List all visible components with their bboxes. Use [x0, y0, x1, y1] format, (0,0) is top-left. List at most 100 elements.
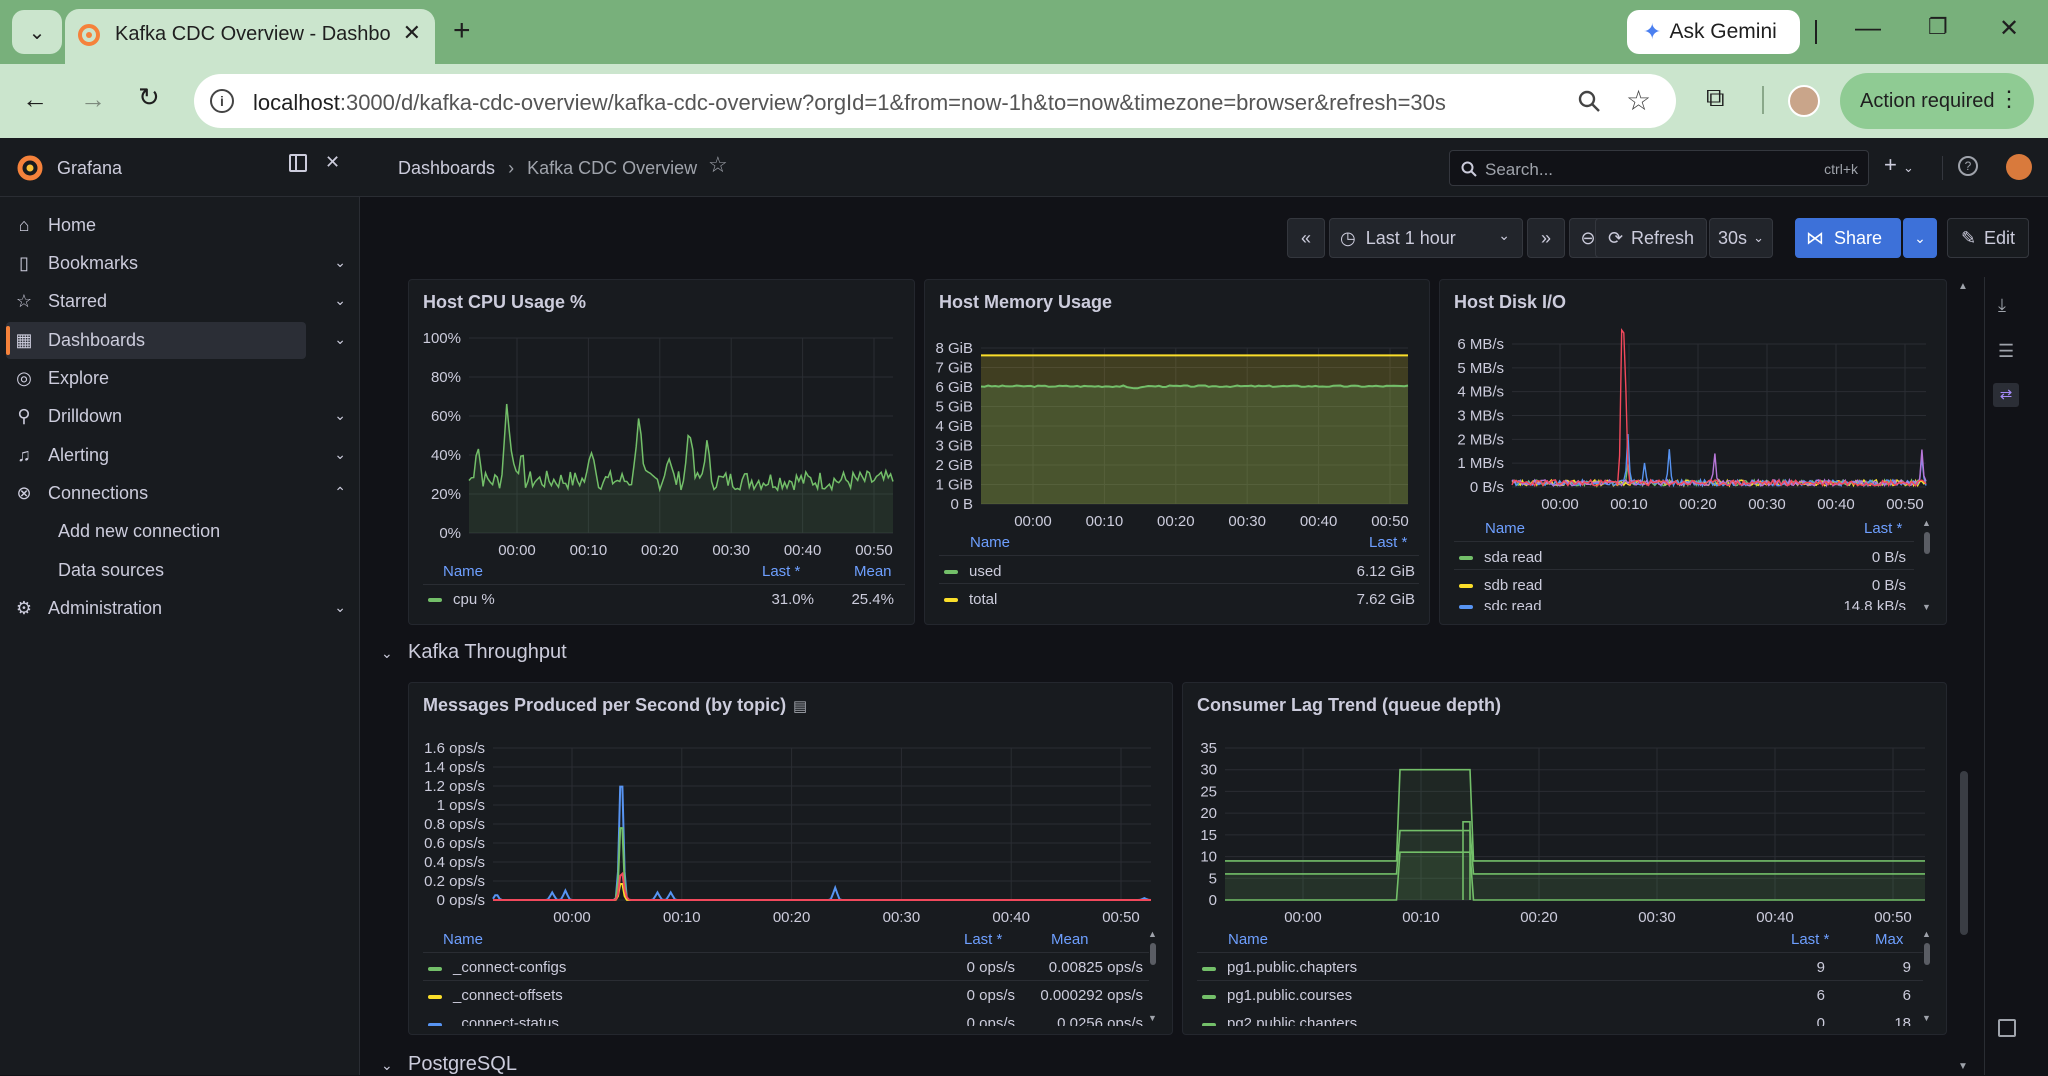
scroll-down-arrow[interactable]: ▼ — [1958, 1061, 1968, 1072]
panel-consumer-lag[interactable]: Consumer Lag Trend (queue depth) 35 30 25 2… — [1182, 682, 1947, 1035]
legend-header-last[interactable]: Last * — [1864, 520, 1903, 537]
action-required-button[interactable]: Action required ⋮ — [1840, 73, 2034, 129]
outline-icon[interactable]: ☰ — [1998, 341, 2015, 361]
panel-disk-io[interactable]: Host Disk I/O 6 MB/s 5 MB/s 4 MB/s 3 MB/s 2 … — [1439, 279, 1947, 625]
legend-series-name[interactable]: pg1.public.courses — [1227, 987, 1353, 1004]
legend-scroll-down-icon[interactable]: ▼ — [1922, 602, 1931, 612]
legend-header-last[interactable]: Last * — [1369, 534, 1408, 551]
legend-series-name[interactable]: sdb read — [1484, 577, 1543, 594]
zoom-icon[interactable] — [1576, 88, 1602, 114]
legend-series-name[interactable]: sda read — [1484, 549, 1543, 566]
legend-header-last[interactable]: Last * — [762, 563, 801, 580]
legend-header-last[interactable]: Last * — [964, 931, 1003, 948]
legend-scroll-thumb[interactable] — [1150, 943, 1156, 965]
scrollbar-thumb[interactable] — [1960, 771, 1968, 935]
panel-memory-usage[interactable]: Host Memory Usage 8 GiB 7 GiB 6 GiB 5 GiB 4 … — [924, 279, 1430, 625]
chevron-down-icon[interactable]: ⌄ — [334, 254, 346, 270]
legend-series-name[interactable]: cpu % — [453, 591, 495, 608]
search-input[interactable]: Search... ctrl+k — [1449, 150, 1869, 186]
legend-header-name[interactable]: Name — [1228, 931, 1269, 948]
share-dropdown-button[interactable]: ⌄ — [1903, 218, 1937, 258]
legend-scroll-down-icon[interactable]: ▼ — [1922, 1013, 1931, 1023]
sidebar-item-add-new-connection[interactable]: Add new connection — [6, 513, 306, 550]
legend-header-name[interactable]: Name — [443, 563, 484, 580]
legend-series-name[interactable]: total — [969, 591, 998, 608]
panel-info-icon[interactable]: ▤ — [793, 698, 808, 715]
sidebar-item-drilldown[interactable]: ⚲ Drilldown ⌄ — [6, 398, 346, 435]
legend-header-last[interactable]: Last * — [1791, 931, 1830, 948]
dock-icon[interactable] — [1998, 1019, 2016, 1037]
sidebar-item-explore[interactable]: ◎ Explore — [6, 360, 306, 397]
refresh-button[interactable]: ⟳ Refresh — [1595, 218, 1707, 258]
time-back-button[interactable]: « — [1287, 218, 1325, 258]
dock-menu-icon[interactable] — [289, 154, 307, 172]
back-icon[interactable]: ← — [22, 84, 48, 114]
help-icon[interactable]: ? — [1958, 156, 1978, 176]
chevron-down-icon[interactable]: ⌄ — [334, 407, 346, 423]
sidebar-item-bookmarks[interactable]: ▯ Bookmarks ⌄ — [6, 245, 346, 282]
legend-scroll-thumb[interactable] — [1924, 943, 1930, 965]
sidebar-item-starred[interactable]: ☆ Starred ⌄ — [6, 283, 346, 320]
sidebar-item-home[interactable]: ⌂ Home — [6, 207, 306, 244]
legend-series-name[interactable]: _connect-status — [453, 1015, 559, 1026]
scroll-up-arrow[interactable]: ▲ — [1958, 281, 1968, 292]
ask-gemini-button[interactable]: ✦ Ask Gemini — [1627, 10, 1800, 54]
chevron-up-icon[interactable]: ⌃ — [334, 484, 346, 500]
new-dropdown-icon[interactable]: + ⌄ — [1884, 152, 1914, 177]
breadcrumb-dashboards[interactable]: Dashboards — [398, 158, 496, 178]
chevron-down-icon[interactable]: ⌄ — [334, 599, 346, 615]
url-field[interactable]: i localhost:3000/d/kafka-cdc-overview/ka… — [194, 74, 1676, 128]
extensions-icon[interactable]: ⧉ — [1706, 82, 1725, 112]
sidebar-item-administration[interactable]: ⚙ Administration ⌄ — [6, 590, 346, 627]
tab-list-chevron-icon[interactable]: ⌄ — [12, 10, 62, 54]
legend-scroll-thumb[interactable] — [1924, 532, 1930, 554]
legend-series-name[interactable]: _connect-configs — [453, 959, 567, 976]
legend-series-name[interactable]: used — [969, 563, 1002, 580]
legend-header-max[interactable]: Max — [1875, 931, 1904, 948]
row-title-postgresql[interactable]: PostgreSQL — [408, 1053, 517, 1075]
legend-scroll-up-icon[interactable]: ▲ — [1922, 929, 1931, 939]
close-menu-icon[interactable]: ✕ — [325, 152, 341, 172]
chevron-down-icon[interactable]: ⌄ — [334, 446, 346, 462]
legend-header-name[interactable]: Name — [443, 931, 484, 948]
edit-button[interactable]: ✎ Edit — [1947, 218, 2029, 258]
mark-favorite-star-icon[interactable]: ☆ — [708, 152, 728, 177]
window-close-icon[interactable]: ✕ — [1999, 15, 2020, 42]
chevron-down-icon[interactable]: ⌄ — [334, 331, 346, 347]
sidebar-item-connections[interactable]: ⊗ Connections ⌃ — [6, 475, 346, 512]
profile-avatar[interactable] — [1788, 85, 1820, 117]
sidebar-item-dashboards[interactable]: ▦ Dashboards ⌄ — [6, 322, 346, 359]
minimize-icon[interactable]: — — [1855, 12, 1881, 42]
download-icon[interactable]: ⤓ — [1998, 295, 2006, 315]
sidebar-item-data-sources[interactable]: Data sources — [6, 552, 306, 589]
legend-header-name[interactable]: Name — [1485, 520, 1526, 537]
time-picker-button[interactable]: ◷ Last 1 hour ⌄ — [1329, 218, 1523, 258]
panel-cpu-usage[interactable]: Host CPU Usage % 100% 80% 60% 40% 20% 0% 00:00… — [408, 279, 915, 625]
legend-series-name[interactable]: pg1.public.chapters — [1227, 959, 1358, 976]
legend-series-name[interactable]: pg2.public.chapters — [1227, 1015, 1358, 1026]
legend-header-mean[interactable]: Mean — [1051, 931, 1089, 948]
new-tab-icon[interactable]: + — [453, 14, 471, 47]
share-button[interactable]: ⋈ Share — [1795, 218, 1901, 258]
bookmark-star-icon[interactable]: ☆ — [1626, 85, 1652, 116]
browser-tab-active[interactable]: Kafka CDC Overview - Dashboard ✕ — [65, 9, 435, 64]
legend-scroll-up-icon[interactable]: ▲ — [1148, 929, 1157, 939]
restore-icon[interactable]: ❐ — [1928, 14, 1948, 39]
time-forward-button[interactable]: » — [1527, 218, 1565, 258]
legend-series-name[interactable]: sdc read — [1484, 598, 1542, 610]
user-avatar[interactable] — [2006, 154, 2032, 180]
legend-scroll-down-icon[interactable]: ▼ — [1148, 1013, 1157, 1023]
row-collapse-chevron-icon[interactable]: ⌄ — [381, 1057, 393, 1073]
legend-scroll-up-icon[interactable]: ▲ — [1922, 518, 1931, 528]
transform-icon[interactable]: ⇄ — [1993, 383, 2019, 407]
legend-series-name[interactable]: _connect-offsets — [453, 987, 563, 1004]
panel-messages-produced[interactable]: Messages Produced per Second (by topic) … — [408, 682, 1173, 1035]
site-info-icon[interactable]: i — [210, 89, 234, 113]
sidebar-item-alerting[interactable]: ♫ Alerting ⌄ — [6, 437, 346, 474]
forward-icon[interactable]: → — [80, 84, 106, 114]
refresh-interval-picker[interactable]: 30s ⌄ — [1709, 218, 1773, 258]
legend-header-mean[interactable]: Mean — [854, 563, 892, 580]
legend-header-name[interactable]: Name — [970, 534, 1011, 551]
reload-icon[interactable]: ↻ — [138, 82, 160, 112]
row-title-kafka[interactable]: Kafka Throughput — [408, 641, 567, 663]
